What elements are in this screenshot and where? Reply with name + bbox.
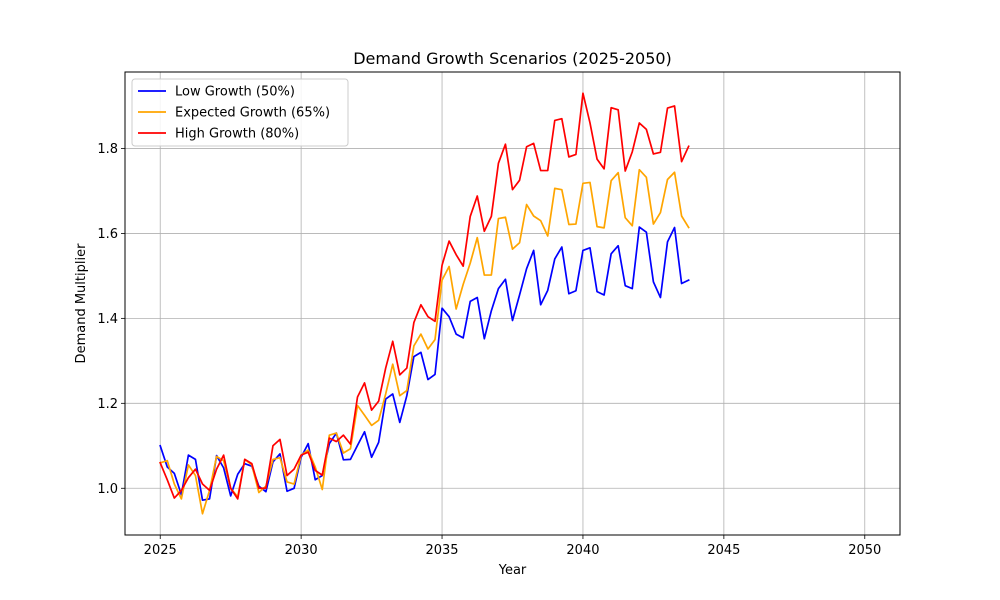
x-axis-title: Year xyxy=(498,563,527,578)
grid xyxy=(125,72,900,535)
series-lines xyxy=(159,92,690,515)
legend-label-2: High Growth (80%) xyxy=(175,127,299,142)
legend-box xyxy=(131,78,349,147)
series-line-2 xyxy=(159,92,690,500)
x-tick-label: 2045 xyxy=(707,543,740,558)
legend: Low Growth (50%) Expected Growth (65%) Hig… xyxy=(131,78,349,147)
x-tick-label: 2030 xyxy=(285,543,318,558)
legend-label-1: Expected Growth (65%) xyxy=(175,106,330,121)
chart-title: Demand Growth Scenarios (2025-2050) xyxy=(353,49,672,68)
x-tick-label: 2050 xyxy=(848,543,881,558)
legend-label-0: Low Growth (50%) xyxy=(175,85,295,100)
y-tick-label: 1.0 xyxy=(97,482,118,497)
plot-area-frame xyxy=(124,71,901,536)
x-tick-label: 2035 xyxy=(425,543,458,558)
y-axis-title: Demand Multiplier xyxy=(74,243,89,364)
series-line-0 xyxy=(159,226,690,502)
y-tick-label: 1.8 xyxy=(97,142,118,157)
x-tick-label: 2025 xyxy=(144,543,177,558)
x-tick-label: 2040 xyxy=(566,543,599,558)
y-tick-label: 1.6 xyxy=(97,227,118,242)
y-tick-label: 1.4 xyxy=(97,312,118,327)
y-tick-label: 1.2 xyxy=(97,397,118,412)
axis-ticks: 2025 2030 2035 2040 2045 2050 1.0 1.2 1.4 1.6 1.8 xyxy=(97,142,881,558)
